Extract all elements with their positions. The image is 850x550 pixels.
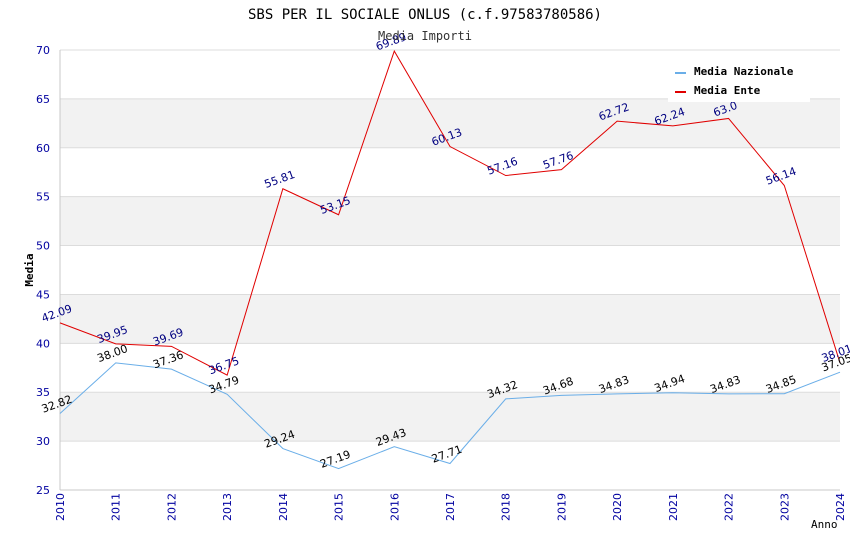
series-line-media-ente (59, 49, 841, 376)
y-tick-label: 65 (36, 93, 50, 106)
x-tick-label: 2010 (54, 493, 67, 521)
legend-label-media-nazionale: Media Nazionale (694, 65, 794, 78)
x-tick-label: 2012 (165, 493, 178, 521)
y-tick-label: 55 (36, 191, 50, 204)
legend: Media Nazionale Media Ente (668, 60, 810, 102)
x-tick-label: 2015 (333, 493, 346, 521)
y-tick-label: 70 (36, 44, 50, 57)
x-axis-label: Anno (811, 518, 838, 531)
x-tick-label: 2011 (110, 493, 123, 521)
series-line-media-nazionale (59, 362, 841, 470)
data-label: 56.14 (764, 165, 798, 188)
x-tick-label: 2023 (778, 493, 791, 521)
x-tick-labels: 2010 2011 2012 2013 2014 2015 2016 2017 2018 2019… (54, 493, 847, 521)
y-tick-label: 35 (36, 386, 50, 399)
series-lines (59, 49, 841, 470)
chart-subtitle: Media Importi (378, 29, 472, 43)
x-tick-label: 2013 (221, 493, 234, 521)
plot-band (60, 294, 840, 344)
axes (59, 50, 840, 491)
x-tick-label: 2019 (555, 493, 568, 521)
y-tick-label: 30 (36, 435, 50, 448)
x-tick-label: 2024 (834, 493, 847, 521)
x-tick-label: 2014 (277, 493, 290, 521)
plot-band (60, 196, 840, 246)
x-tick-label: 2021 (667, 493, 680, 521)
plot-band (60, 392, 840, 442)
data-label: 55.81 (263, 168, 297, 191)
data-label: 37.36 (151, 348, 185, 371)
x-tick-label: 2022 (723, 493, 736, 521)
y-tick-labels: 25 30 35 40 45 50 55 60 65 70 (36, 44, 50, 497)
x-tick-label: 2016 (388, 493, 401, 521)
y-tick-label: 40 (36, 337, 50, 350)
y-tick-label: 45 (36, 288, 50, 301)
legend-label-media-ente: Media Ente (694, 84, 761, 97)
data-label: 57.76 (541, 149, 575, 172)
x-tick-label: 2017 (444, 493, 457, 521)
y-tick-label: 25 (36, 484, 50, 497)
plot-band (60, 98, 840, 148)
y-tick-label: 60 (36, 142, 50, 155)
y-axis-label: Media (23, 253, 36, 286)
legend-box (668, 60, 810, 102)
y-tick-label: 50 (36, 240, 50, 253)
data-label: 34.94 (653, 372, 687, 395)
chart-title: SBS PER IL SOCIALE ONLUS (c.f.9758378058… (248, 7, 602, 23)
x-tick-label: 2018 (500, 493, 513, 521)
plot-bands (60, 98, 840, 442)
x-tick-label: 2020 (611, 493, 624, 521)
